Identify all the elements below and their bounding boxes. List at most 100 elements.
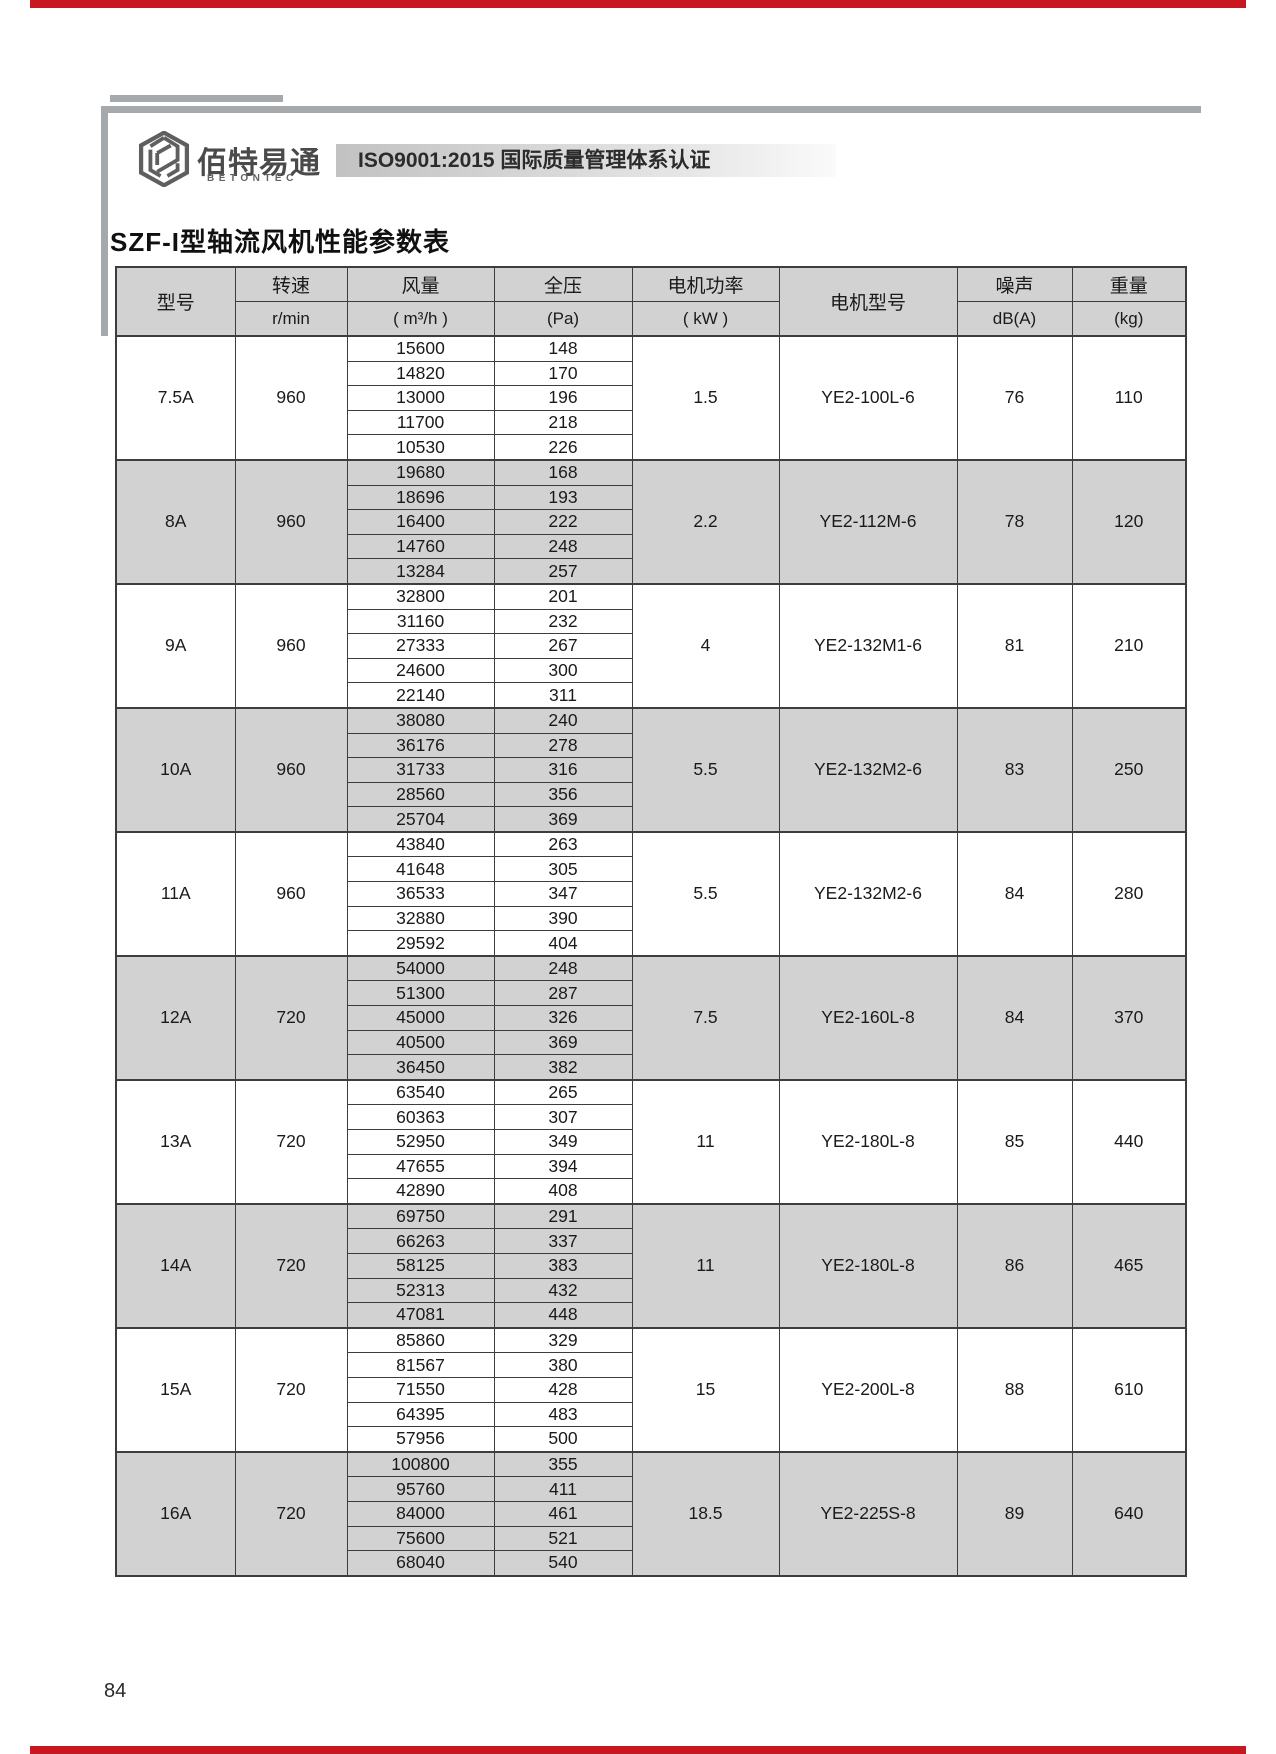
table-row: 9A 960 32800 201 4 YE2-132M1-6 81 210 bbox=[115, 582, 1187, 709]
flow-cell: 95760 bbox=[346, 1476, 495, 1502]
pressure-cell: 222 bbox=[493, 509, 633, 535]
weight-cell: 465 bbox=[1071, 1202, 1187, 1329]
table-row: 42890 408 bbox=[116, 1178, 1186, 1205]
pressure-cell: 287 bbox=[493, 980, 633, 1007]
model-cell: 15A bbox=[115, 1326, 236, 1453]
weight-cell: 610 bbox=[1071, 1326, 1187, 1453]
flow-cell: 51300 bbox=[346, 980, 495, 1007]
logo-latin-name: BETONTEC bbox=[207, 173, 298, 184]
col-header-pressure: 全压 bbox=[493, 266, 633, 302]
table-row: 15A 720 85860 329 15 YE2-200L-8 88 610 bbox=[115, 1326, 1187, 1453]
pressure-cell: 349 bbox=[493, 1129, 633, 1155]
speed-cell: 960 bbox=[234, 706, 348, 833]
pressure-cell: 300 bbox=[493, 657, 633, 684]
pressure-cell: 355 bbox=[493, 1450, 633, 1478]
pressure-cell: 305 bbox=[493, 856, 633, 883]
table-header: 型号 转速 风量 全压 电机功率 电机型号 噪声 重量 r/min ( m³/h… bbox=[115, 266, 1187, 337]
motor-cell: YE2-132M2-6 bbox=[778, 706, 958, 833]
power-cell: 5.5 bbox=[631, 830, 780, 957]
pressure-cell: 448 bbox=[493, 1302, 633, 1329]
pressure-cell: 232 bbox=[493, 608, 633, 635]
table-row: 14A 720 69750 291 11 YE2-180L-8 86 465 bbox=[115, 1202, 1187, 1329]
noise-cell: 78 bbox=[956, 458, 1073, 585]
table-row: 13284 257 bbox=[116, 558, 1186, 585]
table-row: 71550 428 bbox=[116, 1376, 1186, 1403]
flow-cell: 81567 bbox=[346, 1352, 495, 1378]
flow-cell: 40500 bbox=[346, 1029, 495, 1056]
pressure-cell: 369 bbox=[493, 1029, 633, 1056]
pressure-cell: 383 bbox=[493, 1252, 633, 1279]
table-row: 60363 307 bbox=[116, 1104, 1186, 1130]
noise-cell: 84 bbox=[956, 954, 1073, 1081]
power-cell: 1.5 bbox=[631, 335, 780, 461]
flow-cell: 32800 bbox=[346, 582, 495, 610]
power-cell: 18.5 bbox=[631, 1450, 780, 1577]
noise-cell: 76 bbox=[956, 335, 1073, 461]
pressure-cell: 432 bbox=[493, 1277, 633, 1304]
pressure-cell: 337 bbox=[493, 1228, 633, 1254]
pressure-cell: 483 bbox=[493, 1401, 633, 1428]
table-row: 57956 500 bbox=[116, 1426, 1186, 1453]
col-unit-speed: r/min bbox=[234, 301, 348, 337]
pressure-cell: 263 bbox=[493, 830, 633, 858]
page-title: SZF-I型轴流风机性能参数表 bbox=[110, 227, 450, 257]
noise-cell: 86 bbox=[956, 1202, 1073, 1329]
flow-cell: 54000 bbox=[346, 954, 495, 982]
pressure-cell: 257 bbox=[493, 558, 633, 585]
model-cell: 13A bbox=[115, 1078, 236, 1205]
power-cell: 7.5 bbox=[631, 954, 780, 1081]
table-row: 52313 432 bbox=[116, 1277, 1186, 1304]
col-header-power: 电机功率 bbox=[631, 266, 780, 302]
pressure-cell: 404 bbox=[493, 930, 633, 957]
pressure-cell: 311 bbox=[493, 682, 633, 709]
pressure-cell: 521 bbox=[493, 1525, 633, 1552]
weight-cell: 640 bbox=[1071, 1450, 1187, 1577]
flow-cell: 47655 bbox=[346, 1153, 495, 1180]
power-cell: 15 bbox=[631, 1326, 780, 1453]
pressure-cell: 316 bbox=[493, 757, 633, 783]
speed-cell: 720 bbox=[234, 1202, 348, 1329]
table-row: 36176 278 bbox=[116, 732, 1186, 759]
pressure-cell: 347 bbox=[493, 881, 633, 907]
pressure-cell: 394 bbox=[493, 1153, 633, 1180]
power-cell: 5.5 bbox=[631, 706, 780, 833]
col-header-model: 型号 bbox=[115, 266, 236, 337]
pressure-cell: 411 bbox=[493, 1476, 633, 1502]
table-row: 75600 521 bbox=[116, 1525, 1186, 1552]
top-accent-bar bbox=[30, 0, 1246, 8]
speed-cell: 720 bbox=[234, 1326, 348, 1453]
table-row: 66263 337 bbox=[116, 1228, 1186, 1254]
noise-cell: 83 bbox=[956, 706, 1073, 833]
flow-cell: 14820 bbox=[346, 360, 495, 387]
pressure-cell: 170 bbox=[493, 360, 633, 387]
weight-cell: 280 bbox=[1071, 830, 1187, 957]
table-row: 8A 960 19680 168 2.2 YE2-112M-6 78 120 bbox=[115, 458, 1187, 585]
flow-cell: 84000 bbox=[346, 1500, 495, 1527]
table-body: 7.5A 960 15600 148 1.5 YE2-100L-6 76 110 14820 17… bbox=[115, 334, 1187, 1577]
table-row: 7.5A 960 15600 148 1.5 YE2-100L-6 76 110 bbox=[115, 334, 1187, 461]
col-unit-noise: dB(A) bbox=[956, 301, 1073, 337]
pressure-cell: 369 bbox=[493, 806, 633, 833]
table-row: 13000 196 bbox=[116, 385, 1186, 411]
flow-cell: 24600 bbox=[346, 657, 495, 684]
pressure-cell: 380 bbox=[493, 1352, 633, 1378]
pressure-cell: 148 bbox=[493, 334, 633, 362]
flow-cell: 52313 bbox=[346, 1277, 495, 1304]
weight-cell: 120 bbox=[1071, 458, 1187, 585]
flow-cell: 22140 bbox=[346, 682, 495, 709]
table-row: 25704 369 bbox=[116, 806, 1186, 833]
motor-cell: YE2-180L-8 bbox=[778, 1078, 958, 1205]
flow-cell: 36450 bbox=[346, 1054, 495, 1081]
flow-cell: 19680 bbox=[346, 458, 495, 486]
table-row: 41648 305 bbox=[116, 856, 1186, 883]
model-cell: 16A bbox=[115, 1450, 236, 1577]
speed-cell: 960 bbox=[234, 830, 348, 957]
pressure-cell: 356 bbox=[493, 781, 633, 808]
flow-cell: 45000 bbox=[346, 1005, 495, 1031]
table-row: 58125 383 bbox=[116, 1252, 1186, 1279]
flow-cell: 15600 bbox=[346, 334, 495, 362]
pressure-cell: 500 bbox=[493, 1426, 633, 1453]
flow-cell: 42890 bbox=[346, 1178, 495, 1205]
flow-cell: 71550 bbox=[346, 1376, 495, 1403]
speed-cell: 720 bbox=[234, 1450, 348, 1577]
